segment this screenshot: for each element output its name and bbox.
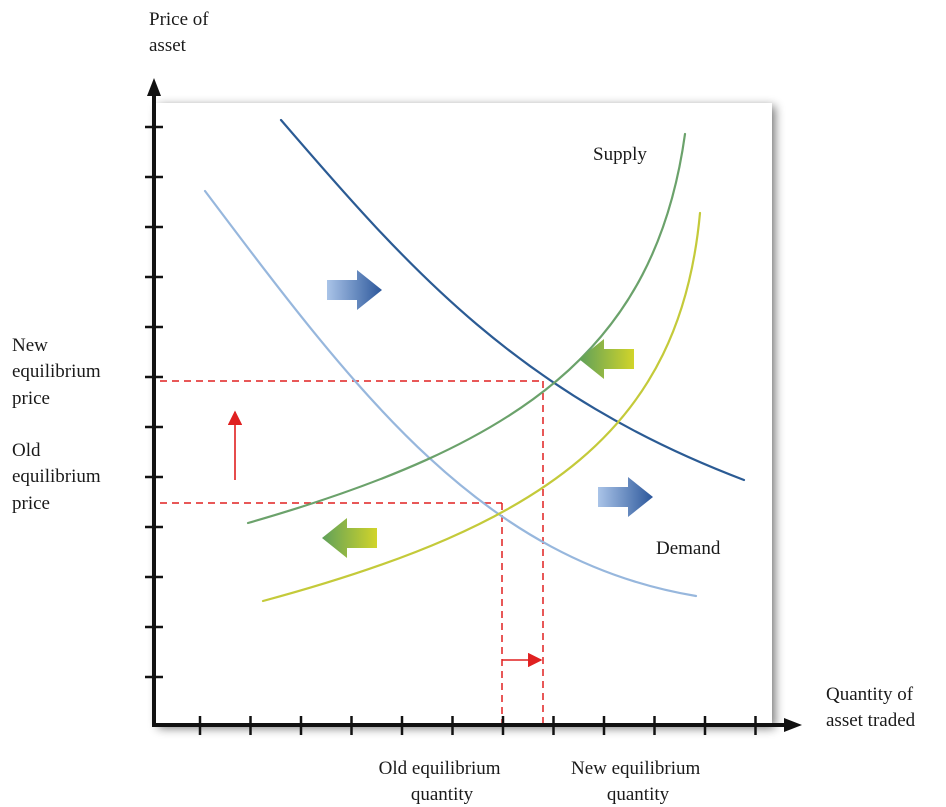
old-price-line-2: equilibrium	[12, 466, 101, 487]
y-axis-title-line-1: Price of	[149, 9, 209, 30]
x-axis-title: Quantity of asset traded	[826, 684, 918, 731]
old-equilibrium-quantity-label: Old equilibrium quantity	[379, 758, 506, 805]
supply-shift-arrow-upper	[579, 339, 634, 379]
old-demand-curve	[203, 189, 698, 598]
new-price-line-1: New	[12, 335, 48, 356]
x-axis-ticks	[198, 716, 757, 735]
demand-shift-arrow-lower	[598, 477, 653, 517]
demand-label: Demand	[656, 538, 721, 559]
new-equilibrium-price-label: New equilibrium price	[12, 335, 105, 409]
old-supply-curve	[261, 211, 702, 603]
old-quantity-line-2: quantity	[411, 784, 474, 805]
supply-label: Supply	[593, 144, 647, 165]
old-equilibrium-price-label: Old equilibrium price	[12, 440, 105, 514]
x-axis-title-line-1: Quantity of	[826, 684, 914, 705]
equilibrium-guides	[160, 380, 544, 724]
new-quantity-line-1: New equilibrium	[571, 758, 701, 779]
old-quantity-line-1: Old equilibrium	[379, 758, 501, 779]
y-axis-title: Price of asset	[149, 9, 213, 56]
y-axis-arrowhead	[147, 78, 161, 96]
y-axis-ticks	[145, 125, 163, 679]
supply-shift-arrow-lower	[322, 518, 377, 558]
old-price-line-1: Old	[12, 440, 41, 461]
new-supply-curve	[246, 132, 687, 525]
x-axis-title-line-2: asset traded	[826, 710, 916, 731]
x-axis-arrowhead	[784, 718, 802, 732]
new-price-line-3: price	[12, 388, 50, 409]
new-demand-curve	[279, 118, 746, 482]
y-axis-title-line-2: asset	[149, 35, 187, 56]
new-price-line-2: equilibrium	[12, 361, 101, 382]
old-price-line-3: price	[12, 493, 50, 514]
new-equilibrium-quantity-label: New equilibrium quantity	[571, 758, 705, 805]
plot-panel	[155, 103, 772, 725]
axes	[152, 92, 792, 727]
demand-shift-arrow-upper	[327, 270, 382, 310]
new-quantity-line-2: quantity	[607, 784, 670, 805]
